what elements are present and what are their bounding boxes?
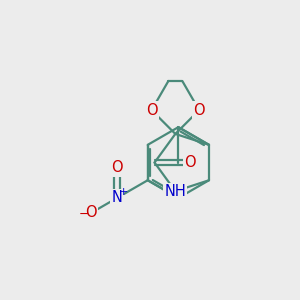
Text: O: O — [146, 103, 158, 118]
Text: O: O — [184, 155, 196, 170]
Text: N: N — [112, 190, 122, 206]
Text: NH: NH — [164, 184, 186, 199]
Text: +: + — [119, 187, 128, 197]
Text: −: − — [78, 208, 89, 221]
Text: O: O — [193, 103, 205, 118]
Text: O: O — [85, 206, 97, 220]
Text: O: O — [111, 160, 123, 175]
